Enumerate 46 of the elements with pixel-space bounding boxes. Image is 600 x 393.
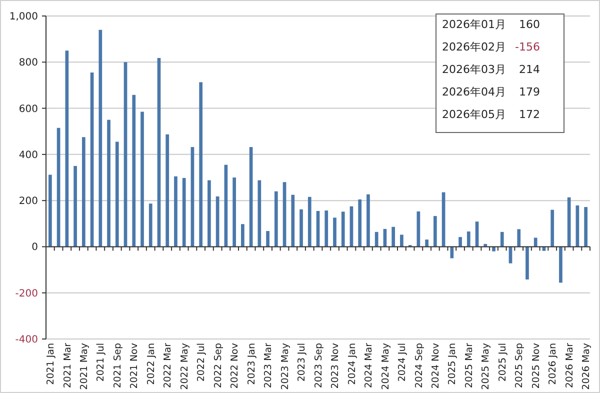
x-tick-label: 2022 Jan bbox=[146, 343, 157, 385]
x-tick-label: 2022 May bbox=[179, 342, 190, 390]
x-tick-label: 2026 May bbox=[581, 342, 592, 390]
x-tick-label: 2022 Sep bbox=[212, 343, 224, 388]
x-tick-label: 2021 Sep bbox=[112, 343, 124, 388]
x-tick-label: 2025 Jan bbox=[447, 343, 458, 385]
x-tick-label: 2025 Jul bbox=[497, 343, 508, 382]
annotation: 2026年05月 172 bbox=[442, 108, 540, 121]
x-tick-label: 2021 May bbox=[78, 342, 90, 390]
x-tick-label: 2026 Jan bbox=[548, 343, 559, 385]
x-tick-label: 2024 Sep bbox=[414, 343, 425, 388]
y-tick-label: 400 bbox=[18, 150, 38, 161]
x-tick-label: 2024 Jan bbox=[346, 343, 358, 385]
y-tick-label: -200 bbox=[15, 288, 38, 300]
x-tick-label: 2023 Jul bbox=[296, 343, 308, 382]
x-tick-label: 2021 Jul bbox=[96, 343, 107, 382]
y-tick-label: 800 bbox=[18, 58, 38, 69]
annotation: 2026年02月 -156 bbox=[442, 40, 540, 54]
x-tick-label: 2021 Jan bbox=[46, 343, 57, 385]
y-tick-label: 0 bbox=[32, 242, 38, 254]
x-tick-label: 2021 Nov bbox=[129, 342, 140, 389]
x-tick-label: 2023 Mar bbox=[263, 342, 274, 388]
x-tick-label: 2023 May bbox=[280, 342, 291, 390]
annotation: 2026年03月 214 bbox=[442, 63, 540, 76]
x-tick-label: 2025 Nov bbox=[530, 342, 542, 389]
annotation: 2026年01月 160 bbox=[442, 18, 540, 31]
x-tick-label: 2023 Jan bbox=[246, 343, 258, 385]
x-tick-label: 2023 Sep bbox=[313, 343, 324, 388]
y-tick-label: 1,000 bbox=[9, 12, 38, 22]
y-tick-label: 600 bbox=[18, 104, 38, 115]
x-tick-label: 2024 Nov bbox=[430, 342, 442, 389]
y-tick-label: 200 bbox=[18, 196, 38, 208]
x-tick-label: 2024 Mar bbox=[364, 342, 375, 388]
x-tick-label: 2022 Nov bbox=[230, 342, 241, 389]
x-tick-label: 2024 May bbox=[380, 342, 392, 390]
x-tick-label: 2021 Mar bbox=[62, 342, 74, 388]
x-tick-label: 2022 Jul bbox=[196, 343, 208, 382]
y-tick-label: -400 bbox=[15, 334, 38, 346]
annotation: 2026年04月 179 bbox=[442, 86, 540, 98]
x-tick-label: 2022 Mar bbox=[162, 342, 174, 388]
x-tick-label: 2025 Mar bbox=[464, 342, 475, 388]
x-tick-label: 2024 Jul bbox=[397, 343, 408, 382]
x-tick-label: 2025 Sep bbox=[514, 343, 526, 388]
x-tick-label: 2025 May bbox=[480, 342, 492, 390]
x-tick-label: 2026 Mar bbox=[564, 342, 576, 388]
x-tick-label: 2023 Nov bbox=[330, 342, 342, 389]
